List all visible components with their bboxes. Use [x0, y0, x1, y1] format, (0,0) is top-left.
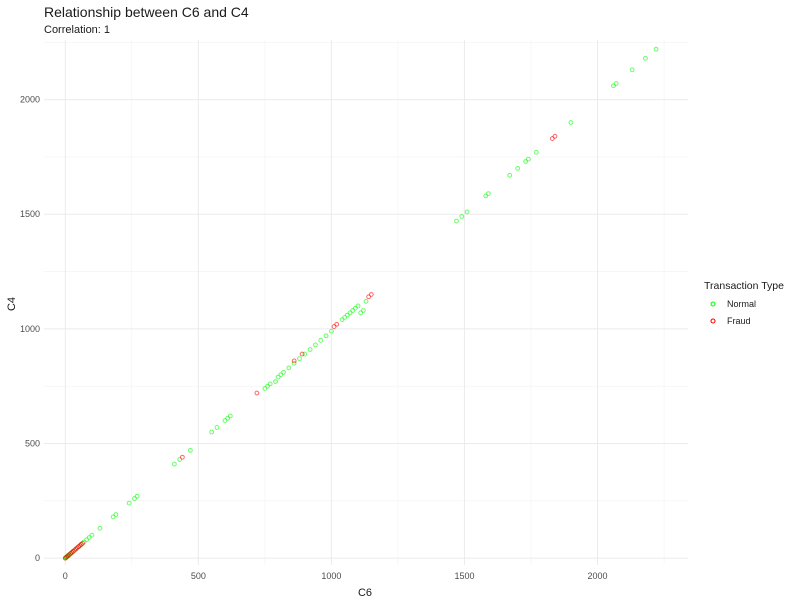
fraud-point — [254, 390, 260, 396]
fraud-point — [331, 324, 337, 329]
normal-point — [214, 425, 220, 430]
x-tick-label: 1500 — [454, 571, 474, 581]
y-tick-label: 1000 — [20, 324, 40, 334]
normal-point — [126, 500, 132, 506]
normal-point — [533, 149, 539, 155]
x-tick-label: 1000 — [321, 571, 341, 581]
normal-point — [177, 457, 183, 462]
normal-point — [286, 365, 292, 371]
normal-point — [225, 415, 231, 421]
legend-title: Transaction Type — [704, 280, 784, 292]
normal-point — [273, 379, 278, 384]
y-tick-label: 1500 — [20, 209, 40, 219]
legend: Transaction Type Normal Fraud — [704, 280, 784, 326]
normal-point — [523, 159, 529, 164]
normal-point — [187, 447, 193, 453]
normal-point — [134, 493, 140, 499]
normal-point — [302, 351, 308, 357]
fraud-legend-label: Fraud — [727, 316, 751, 326]
fraud-legend-key — [710, 318, 716, 324]
normal-point — [313, 342, 318, 348]
normal-point — [515, 165, 521, 171]
normal-point — [318, 337, 324, 343]
normal-point — [275, 374, 281, 380]
normal-point — [611, 83, 616, 89]
normal-point — [352, 305, 358, 311]
normal-point — [459, 214, 465, 219]
normal-point — [347, 310, 353, 316]
y-axis-title: C4 — [6, 297, 18, 311]
x-axis-title: C6 — [358, 587, 372, 599]
normal-legend-key — [710, 301, 716, 307]
fraud-point — [299, 351, 305, 357]
normal-point — [267, 381, 273, 387]
normal-point — [360, 308, 366, 313]
normal-point — [86, 535, 92, 540]
normal-point — [507, 172, 513, 178]
fraud-point — [549, 136, 555, 141]
grid — [44, 40, 688, 565]
normal-point — [486, 191, 491, 197]
y-tick-label: 500 — [25, 438, 40, 448]
normal-point — [97, 525, 103, 531]
chart-title: Relationship between C6 and C4 — [44, 4, 249, 20]
normal-point — [291, 360, 297, 366]
normal-point — [568, 120, 574, 125]
normal-point — [132, 496, 137, 501]
x-tick-label: 500 — [191, 571, 206, 581]
normal-point — [262, 386, 268, 391]
normal-point — [483, 193, 489, 199]
x-tick-label: 2000 — [588, 571, 608, 581]
normal-legend-label: Normal — [727, 299, 756, 309]
normal-point — [281, 370, 286, 375]
y-tick-label: 0 — [35, 553, 40, 563]
normal-point — [525, 156, 531, 162]
fraud-point — [334, 321, 340, 327]
normal-point — [363, 298, 369, 304]
normal-point — [278, 372, 284, 378]
normal-point — [89, 532, 95, 538]
normal-point — [344, 312, 350, 318]
fraud-point — [368, 292, 374, 297]
normal-point — [653, 46, 659, 52]
normal-point — [307, 347, 313, 352]
data-points — [62, 46, 659, 561]
normal-point — [339, 317, 345, 323]
normal-point — [265, 383, 270, 389]
fraud-point — [552, 133, 558, 139]
x-tick-label: 0 — [63, 571, 68, 581]
normal-point — [342, 315, 348, 320]
normal-point — [358, 310, 364, 316]
normal-point — [323, 333, 329, 339]
normal-point — [355, 303, 361, 309]
fraud-point — [179, 454, 185, 460]
normal-point — [171, 461, 177, 467]
chart-subtitle: Correlation: 1 — [44, 24, 111, 36]
normal-point — [222, 418, 228, 423]
tick-labels: 0 500 1000 1500 2000 0 500 1000 1500 2000 — [20, 95, 608, 581]
normal-point — [297, 356, 302, 362]
normal-point — [643, 55, 648, 61]
fraud-point — [366, 294, 372, 300]
normal-point — [113, 512, 119, 517]
normal-point — [629, 67, 635, 73]
normal-point — [84, 537, 89, 543]
normal-point — [110, 514, 116, 520]
normal-point — [227, 413, 233, 419]
normal-point — [613, 81, 619, 86]
fraud-point — [291, 358, 297, 364]
fraud-point — [80, 540, 85, 546]
y-tick-label: 2000 — [20, 95, 40, 105]
normal-point — [209, 429, 215, 435]
normal-point — [454, 218, 459, 224]
normal-point — [350, 308, 356, 313]
normal-point — [464, 209, 470, 215]
normal-point — [329, 328, 334, 334]
